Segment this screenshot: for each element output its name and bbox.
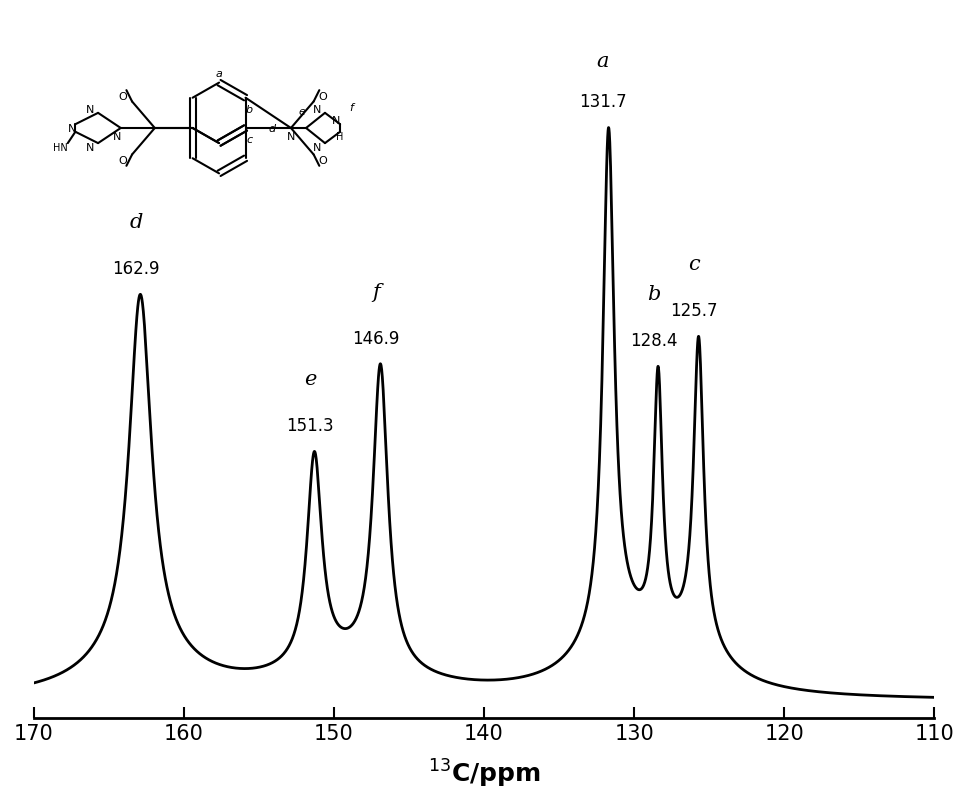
X-axis label: $^{13}$C/ppm: $^{13}$C/ppm bbox=[428, 757, 540, 789]
Text: c: c bbox=[688, 255, 700, 274]
Text: e: e bbox=[304, 370, 317, 389]
Text: f: f bbox=[372, 283, 379, 301]
Text: 162.9: 162.9 bbox=[112, 260, 160, 278]
Text: d: d bbox=[129, 213, 142, 232]
Text: a: a bbox=[596, 52, 609, 71]
Text: b: b bbox=[647, 285, 660, 304]
Text: 146.9: 146.9 bbox=[352, 329, 400, 347]
Text: 131.7: 131.7 bbox=[579, 93, 626, 112]
Text: 151.3: 151.3 bbox=[287, 417, 334, 434]
Text: 128.4: 128.4 bbox=[630, 332, 678, 349]
Text: 125.7: 125.7 bbox=[671, 302, 718, 320]
